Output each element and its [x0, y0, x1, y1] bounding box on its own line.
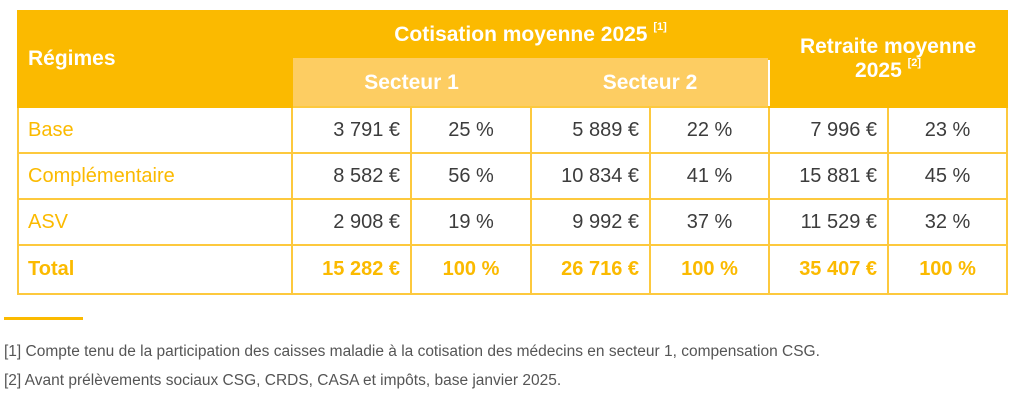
- footnote-ref-2: [2]: [907, 57, 922, 69]
- regimes-table: Régimes Cotisation moyenne 2025 [1] Retr…: [17, 10, 1009, 295]
- header-retraite: Retraite moyenne 2025 [2]: [768, 10, 1009, 108]
- header-cotisation: Cotisation moyenne 2025 [1]: [290, 10, 771, 59]
- footnote-ref-1: [1]: [653, 21, 667, 33]
- cell-s1-pct: 56 %: [410, 152, 532, 200]
- cell-r-pct: 100 %: [887, 244, 1009, 295]
- cell-r-pct: 32 %: [887, 198, 1009, 246]
- table-row: Complémentaire 8 582 €56 % 10 834 €41 % 15 …: [17, 152, 1009, 200]
- cell-r-pct: 45 %: [887, 152, 1009, 200]
- cell-s1-pct: 25 %: [410, 106, 532, 154]
- cell-s1-pct: 19 %: [410, 198, 532, 246]
- cell-s1-pct: 100 %: [410, 244, 532, 295]
- cell-r-amt: 35 407 €: [768, 244, 890, 295]
- cell-s1-amt: 3 791 €: [291, 106, 412, 154]
- row-label: Base: [17, 106, 293, 154]
- row-label: Complémentaire: [17, 152, 293, 200]
- footnote-2: [2] Avant prélèvements sociaux CSG, CRDS…: [4, 372, 562, 389]
- cell-s2-pct: 37 %: [648, 198, 771, 246]
- row-label: Total: [17, 244, 293, 295]
- header-secteur-2: Secteur 2: [529, 58, 771, 108]
- cell-s2-amt: 5 889 €: [530, 106, 651, 154]
- header-secteur-1: Secteur 1: [291, 58, 532, 108]
- cell-s2-amt: 10 834 €: [530, 152, 651, 200]
- row-label: ASV: [17, 198, 293, 246]
- cell-s2-amt: 9 992 €: [530, 198, 651, 246]
- table-row: Total 15 282 €100 % 26 716 €100 % 35 407 €1…: [17, 244, 1009, 295]
- footnote-divider: [4, 317, 83, 320]
- cell-s2-pct: 100 %: [648, 244, 771, 295]
- cell-r-amt: 11 529 €: [768, 198, 890, 246]
- cell-r-pct: 23 %: [887, 106, 1009, 154]
- header-regimes: Régimes: [17, 10, 293, 108]
- cell-s1-amt: 15 282 €: [291, 244, 412, 295]
- cell-s1-amt: 2 908 €: [291, 198, 412, 246]
- cell-s2-amt: 26 716 €: [530, 244, 651, 295]
- cell-s2-pct: 22 %: [648, 106, 771, 154]
- cell-r-amt: 7 996 €: [768, 106, 890, 154]
- footnote-1: [1] Compte tenu de la participation des …: [4, 343, 820, 360]
- table-row: ASV 2 908 €19 % 9 992 €37 % 11 529 €32 %: [17, 198, 1009, 246]
- table-row: Base 3 791 €25 % 5 889 €22 % 7 996 €23 %: [17, 106, 1009, 154]
- cell-s2-pct: 41 %: [648, 152, 771, 200]
- cell-s1-amt: 8 582 €: [291, 152, 412, 200]
- cell-r-amt: 15 881 €: [768, 152, 890, 200]
